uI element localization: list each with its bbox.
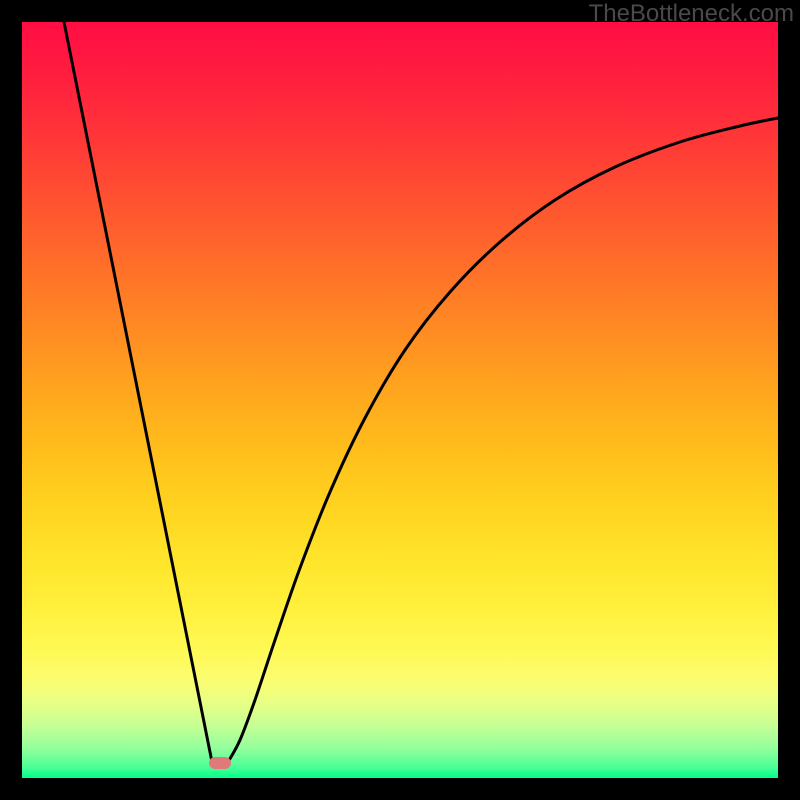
chart-root: TheBottleneck.com: [0, 0, 800, 800]
curve-right-branch: [228, 118, 778, 762]
attribution-label: TheBottleneck.com: [589, 0, 794, 28]
plot-curve-layer: [0, 0, 800, 800]
optimum-marker: [209, 757, 231, 769]
curve-left-branch: [64, 22, 212, 762]
